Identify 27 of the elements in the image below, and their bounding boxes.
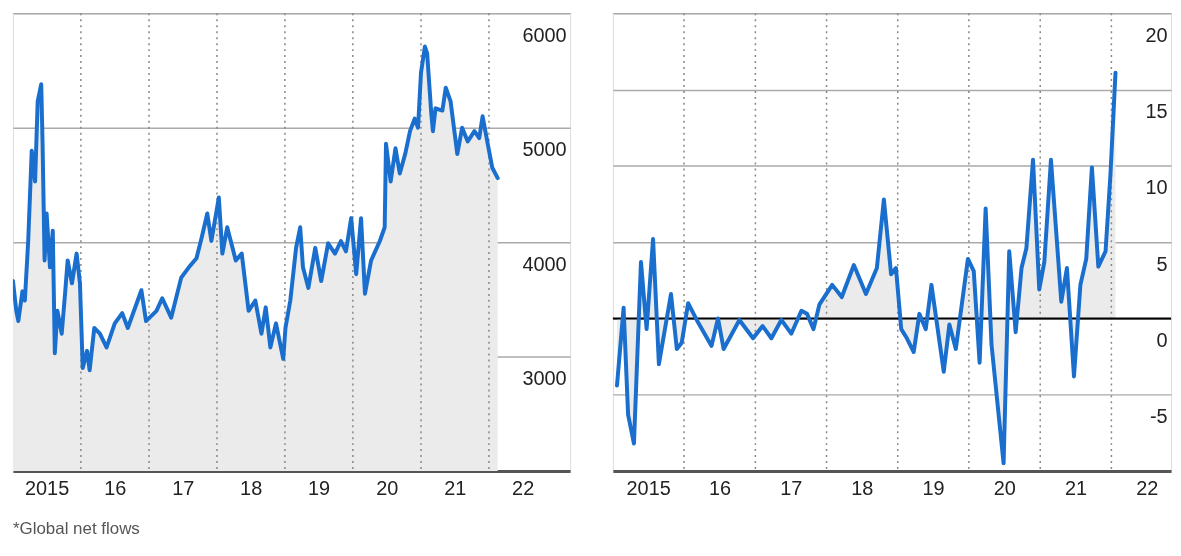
x-tick-label: 21	[1064, 477, 1088, 500]
x-tick-label: 16	[104, 477, 127, 500]
x-tick-label: 22	[1136, 477, 1159, 500]
text: *Global net flows	[12, 518, 140, 538]
y-tick-label: 20	[1145, 23, 1168, 46]
x-tick-label: 17	[780, 477, 803, 500]
x-tick-label: 20	[993, 477, 1016, 500]
x-tick-label: 22	[512, 477, 535, 500]
y-tick-label: 5000	[522, 138, 567, 161]
y-tick-label: 6000	[522, 23, 567, 46]
y-tick-label: 10	[1145, 176, 1168, 199]
y-tick-label: 3000	[522, 366, 567, 389]
x-tick-label: 17	[172, 477, 195, 500]
x-tick-label: 18	[240, 477, 263, 500]
x-tick-label: 2015	[626, 477, 671, 500]
y-tick-label: 4000	[522, 252, 567, 275]
x-tick-label: 18	[851, 477, 874, 500]
y-tick-label: 5	[1156, 252, 1168, 275]
x-tick-label: 20	[376, 477, 399, 500]
x-tick-label: 21	[444, 477, 467, 500]
x-tick-label: 16	[708, 477, 732, 500]
x-tick-label: 19	[922, 477, 945, 500]
y-tick-label: 0	[1156, 328, 1168, 351]
x-tick-label: 2015	[25, 477, 70, 500]
y-tick-label: -5	[1149, 405, 1168, 428]
x-tick-label: 19	[308, 477, 331, 500]
y-tick-label: 15	[1145, 99, 1168, 122]
